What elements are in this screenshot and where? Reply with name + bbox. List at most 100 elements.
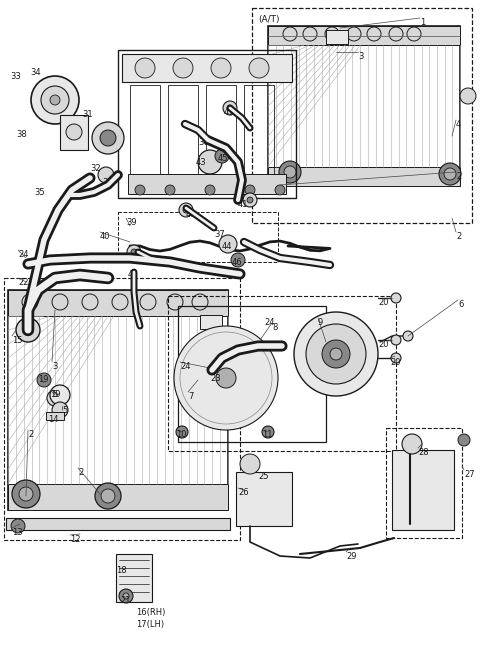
Circle shape [240,454,260,474]
Text: 24: 24 [18,250,28,259]
Text: 19: 19 [38,375,48,384]
Text: 24: 24 [264,318,275,327]
Circle shape [140,294,156,310]
Bar [118,50,296,198]
Polygon shape [182,379,219,398]
Bar [168,296,396,451]
Bar [168,85,198,183]
Circle shape [37,373,51,387]
Circle shape [460,88,476,104]
Bar [268,167,460,186]
Circle shape [12,480,40,508]
Text: 6: 6 [458,300,463,309]
Circle shape [223,101,237,115]
Circle shape [367,27,381,41]
Circle shape [322,340,350,368]
Circle shape [95,483,121,509]
Circle shape [176,426,188,438]
Text: 11: 11 [262,430,273,439]
Circle shape [262,426,274,438]
Circle shape [66,124,82,140]
Circle shape [50,95,60,105]
Circle shape [19,487,33,501]
Circle shape [243,193,257,207]
Circle shape [403,331,413,341]
Circle shape [119,589,133,603]
Text: 35: 35 [34,188,45,197]
Text: 3: 3 [52,362,58,371]
Circle shape [98,167,114,183]
Text: 28: 28 [418,448,429,457]
Circle shape [227,105,233,111]
Circle shape [283,27,297,41]
Polygon shape [213,385,233,421]
Circle shape [216,368,236,388]
Bar [386,428,462,538]
Text: 41: 41 [238,200,249,209]
Text: 14: 14 [48,415,59,424]
Bar [244,85,274,183]
Circle shape [444,168,456,180]
Text: 15: 15 [12,336,23,345]
Circle shape [123,593,129,599]
Text: 30: 30 [102,178,113,187]
Circle shape [167,294,183,310]
Bar [178,306,326,442]
Bar [118,212,278,262]
Text: 5: 5 [62,406,67,415]
Circle shape [330,348,342,360]
Bar [252,8,472,223]
Circle shape [247,197,253,203]
Circle shape [22,294,38,310]
Bar [6,518,230,530]
Text: 41: 41 [224,108,235,117]
Circle shape [183,207,189,213]
Circle shape [391,293,401,303]
Bar [130,85,160,183]
Text: 32: 32 [90,164,101,173]
Circle shape [135,185,145,195]
Circle shape [101,489,115,503]
Text: 24: 24 [180,362,191,371]
Circle shape [50,385,70,405]
Bar [268,26,460,186]
Bar [236,472,292,526]
Circle shape [16,318,40,342]
Text: 41: 41 [134,252,144,261]
Text: 12: 12 [70,535,81,544]
Circle shape [173,58,193,78]
Text: 38: 38 [16,130,27,139]
Text: 22: 22 [18,278,28,287]
Text: 34: 34 [30,68,41,77]
Text: 17(LH): 17(LH) [136,620,164,629]
Text: 41: 41 [186,210,196,219]
Polygon shape [234,378,269,403]
Text: 45: 45 [218,154,228,163]
Text: 2: 2 [456,172,461,181]
Circle shape [31,76,79,124]
Text: 43: 43 [196,158,206,167]
Circle shape [275,185,285,195]
Text: 18: 18 [116,566,127,575]
Text: 19: 19 [50,390,60,399]
Circle shape [165,185,175,195]
Circle shape [294,312,378,396]
Text: 8: 8 [272,323,277,332]
Bar [268,26,460,46]
Circle shape [219,235,237,253]
Text: 23: 23 [210,374,221,383]
Circle shape [439,163,461,185]
Text: 36: 36 [198,138,209,147]
Text: 5: 5 [52,390,57,399]
Bar [392,450,454,530]
Text: 4: 4 [456,120,461,129]
Text: 37: 37 [214,230,225,239]
Bar [326,30,348,44]
Text: (A/T): (A/T) [258,15,279,24]
Circle shape [325,27,339,41]
Text: 29: 29 [346,552,357,561]
Circle shape [306,324,366,384]
Circle shape [198,150,222,174]
Text: 7: 7 [188,392,193,401]
Text: 27: 27 [464,470,475,479]
